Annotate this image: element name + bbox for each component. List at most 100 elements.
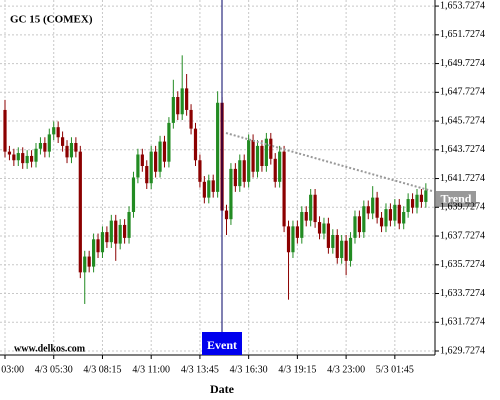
candle-body <box>87 256 91 267</box>
candle-body <box>118 224 122 244</box>
candle-body <box>313 194 317 223</box>
candle-body <box>16 153 20 161</box>
candle-body <box>29 155 34 162</box>
candle-body <box>3 109 7 152</box>
candle-body <box>176 97 180 115</box>
candle-body <box>264 138 268 167</box>
candle-body <box>149 151 153 184</box>
candle-body <box>56 127 60 138</box>
trend-label: Trend <box>441 191 472 205</box>
candle-body <box>295 226 299 238</box>
candle-body <box>25 155 29 164</box>
candle-body <box>83 256 87 273</box>
candle-body <box>38 143 43 149</box>
candle-body <box>344 240 348 261</box>
candle-body <box>273 158 277 182</box>
candle-body <box>366 206 370 214</box>
candle-body <box>12 154 16 161</box>
candle-body <box>255 145 260 172</box>
candle-body <box>247 140 251 182</box>
y-tick-label: 1,641.7274 <box>440 173 485 184</box>
candle-body <box>348 237 353 261</box>
candle-body <box>340 240 344 258</box>
candle-body <box>167 122 171 162</box>
candle-body <box>109 220 113 243</box>
candle-body <box>291 226 295 253</box>
candle-body <box>397 204 401 224</box>
x-tick-label: 5/3 01:45 <box>376 364 414 375</box>
candle-body <box>304 211 308 221</box>
candle-body <box>60 137 65 146</box>
candle-body <box>331 234 335 248</box>
candle-body <box>123 224 127 238</box>
candle-body <box>384 209 388 227</box>
candle-body <box>198 160 202 182</box>
candle-body <box>300 211 304 238</box>
candle-body <box>127 211 131 238</box>
candle-body <box>211 180 215 192</box>
y-tick-label: 1,643.7274 <box>440 144 485 155</box>
candle-body <box>202 181 206 198</box>
x-tick-label: 4/3 05:30 <box>35 364 73 375</box>
candle-body <box>353 216 357 238</box>
x-axis-label: Date <box>210 382 235 396</box>
candle-body <box>229 168 233 220</box>
chart-title: GC 15 (COMEX) <box>10 14 93 26</box>
candle-body <box>207 180 211 198</box>
candle-body <box>371 197 375 214</box>
candle-body <box>78 151 82 273</box>
candle-body <box>92 239 96 267</box>
y-tick-label: 1,639.7274 <box>440 202 485 213</box>
candle-body <box>131 177 136 212</box>
candle-body <box>180 88 184 115</box>
candle-body <box>286 226 291 253</box>
y-tick-label: 1,645.7274 <box>440 115 485 126</box>
candle-body <box>216 102 220 192</box>
candle-body <box>419 194 424 202</box>
candle-body <box>317 222 322 234</box>
candle-body <box>114 220 118 244</box>
event-box <box>202 332 242 355</box>
candle-body <box>145 166 149 184</box>
candle-body <box>251 140 255 172</box>
candle-body <box>335 234 339 258</box>
candle-body <box>424 190 428 202</box>
candle-body <box>393 204 397 221</box>
y-tick-label: 1,631.7274 <box>440 317 485 328</box>
candle-body <box>52 127 56 135</box>
candle-body <box>154 151 158 172</box>
candle-body <box>34 148 38 162</box>
x-tick-label: 4/3 13:45 <box>181 364 219 375</box>
candle-body <box>136 154 140 178</box>
candle-body <box>21 153 25 164</box>
candle-body <box>162 141 167 162</box>
y-tick-label: 1,637.7274 <box>440 230 485 241</box>
candle-body <box>326 223 330 248</box>
x-tick-label: 4/3 03:00 <box>0 364 24 375</box>
x-tick-label: 4/3 23:00 <box>327 364 365 375</box>
candle-body <box>388 209 393 221</box>
candle-body <box>357 216 361 233</box>
y-tick-label: 1,647.7274 <box>440 87 485 98</box>
candle-body <box>309 194 313 221</box>
candle-body <box>224 210 229 220</box>
candle-body <box>282 151 286 227</box>
y-tick-label: 1,633.7274 <box>440 288 485 299</box>
trend-box <box>436 191 476 207</box>
y-tick-label: 1,635.7274 <box>440 259 485 270</box>
candle-body <box>185 88 189 110</box>
candle-body <box>47 134 51 152</box>
y-tick-label: 1,649.7274 <box>440 58 485 69</box>
y-tick-label: 1,651.7274 <box>440 29 485 40</box>
candle-body <box>260 145 264 167</box>
candle-body <box>69 143 74 158</box>
candle-body <box>74 143 78 152</box>
candle-body <box>406 199 410 212</box>
candle-body <box>233 168 237 187</box>
x-tick-label: 4/3 08:15 <box>83 364 121 375</box>
watermark: www.delkos.com <box>14 343 86 354</box>
candle-body <box>278 151 282 182</box>
candle-body <box>362 206 366 233</box>
candle-body <box>242 160 246 182</box>
